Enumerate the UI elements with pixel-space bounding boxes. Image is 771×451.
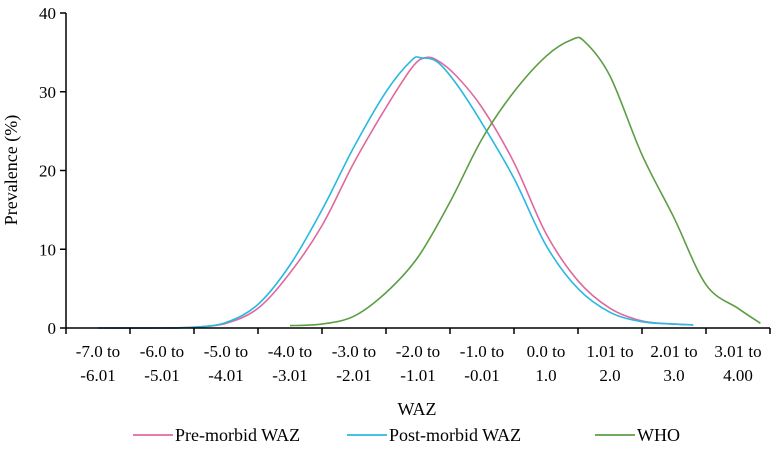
series-layer: [97, 36, 761, 329]
y-tick-label: 40: [39, 4, 56, 23]
y-tick-label: 30: [39, 83, 56, 102]
x-tick-label: 0.0 to 1.0: [527, 342, 566, 385]
x-tick-label: 2.01 to 3.0: [650, 342, 697, 385]
y-axis-title: Prevalence (%): [1, 115, 22, 225]
x-tick-label: -5.0 to -4.01: [204, 342, 248, 385]
ticks-layer: 0 10 20 30 40 -7.0 to -6.01 -6.0 to -5.01 -5.0 to…: [39, 4, 771, 385]
x-tick-label: -4.0 to -3.01: [268, 342, 312, 385]
x-tick-label: -7.0 to -6.01: [76, 342, 120, 385]
x-axis-title: WAZ: [398, 399, 437, 419]
legend: Pre-morbid WAZ Post-morbid WAZ WHO: [133, 425, 680, 445]
x-tick-label: -3.0 to -2.01: [332, 342, 376, 385]
y-tick-label: 10: [39, 240, 56, 259]
series-line-post-morbid-waz: [97, 56, 694, 329]
y-tick-label: 20: [39, 162, 56, 181]
series-line-who: [289, 36, 761, 327]
series-line-pre-morbid-waz: [97, 56, 694, 329]
y-tick-label: 0: [48, 319, 57, 338]
x-tick-label: 3.01 to 4.00: [714, 342, 761, 385]
x-tick-label: -1.0 to -0.01: [460, 342, 504, 385]
x-tick-label: -2.0 to -1.01: [396, 342, 440, 385]
x-tick-label: 1.01 to 2.0: [586, 342, 633, 385]
legend-label-post-morbid-waz: Post-morbid WAZ: [389, 425, 521, 445]
legend-label-pre-morbid-waz: Pre-morbid WAZ: [175, 425, 300, 445]
legend-label-who: WHO: [637, 425, 680, 445]
x-tick-label: -6.0 to -5.01: [140, 342, 184, 385]
